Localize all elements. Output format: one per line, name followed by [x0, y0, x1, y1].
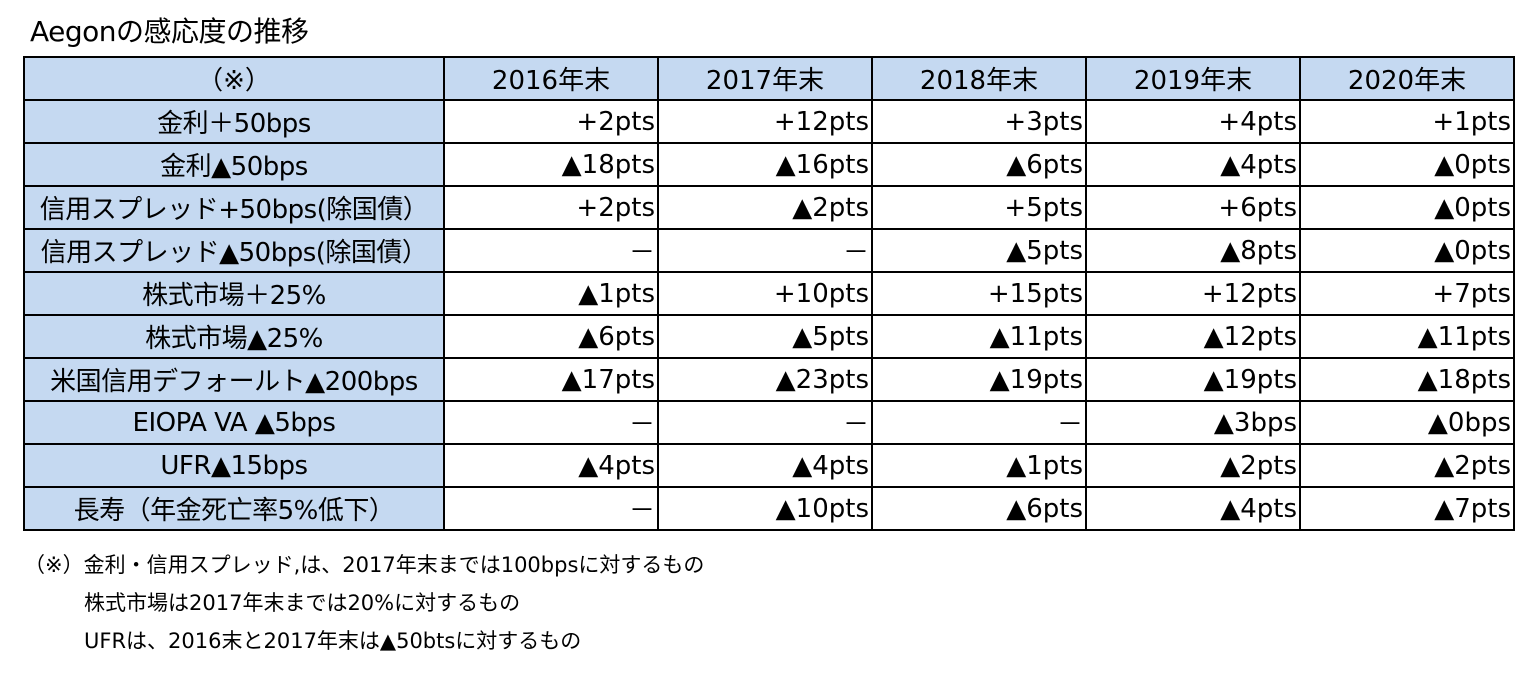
- table-cell: ▲17pts: [443, 357, 659, 402]
- column-header-2016: 2016年末: [443, 56, 659, 101]
- table-cell: +2pts: [443, 185, 659, 230]
- table-row: 信用スプレッド▲50bps(除国債） － － ▲5pts ▲8pts ▲0pts: [23, 228, 1515, 273]
- table-row: 米国信用デフォールト▲200bps ▲17pts ▲23pts ▲19pts ▲…: [23, 357, 1515, 402]
- table-cell: －: [657, 228, 873, 273]
- table-cell: ▲6pts: [871, 486, 1087, 531]
- corner-header: （※）: [23, 56, 445, 101]
- table-cell: +2pts: [443, 99, 659, 144]
- table-row: 金利▲50bps ▲18pts ▲16pts ▲6pts ▲4pts ▲0pts: [23, 142, 1515, 187]
- table-cell: ▲2pts: [1299, 443, 1515, 488]
- row-label: 金利＋50bps: [23, 99, 445, 144]
- table-cell: ▲4pts: [1085, 142, 1301, 187]
- table-row: 株式市場▲25% ▲6pts ▲5pts ▲11pts ▲12pts ▲11pt…: [23, 314, 1515, 359]
- table-cell: +7pts: [1299, 271, 1515, 316]
- sensitivity-table: （※） 2016年末 2017年末 2018年末 2019年末 2020年末 金…: [23, 56, 1515, 531]
- header-row: （※） 2016年末 2017年末 2018年末 2019年末 2020年末: [23, 56, 1515, 101]
- table-cell: +6pts: [1085, 185, 1301, 230]
- table-cell: ▲1pts: [871, 443, 1087, 488]
- table-cell: ▲2pts: [657, 185, 873, 230]
- table-cell: +5pts: [871, 185, 1087, 230]
- footnote-line: （※）金利・信用スプレッド,は、2017年末までは100bpsに対するもの: [24, 553, 705, 577]
- footnote-line: UFRは、2016末と2017年末は▲50btsに対するもの: [84, 629, 582, 653]
- footnotes: （※）金利・信用スプレッド,は、2017年末までは100bpsに対するもの 株式…: [24, 546, 704, 660]
- table-cell: ▲0pts: [1299, 185, 1515, 230]
- row-label: 長寿（年金死亡率5%低下）: [23, 486, 445, 531]
- table-cell: ▲18pts: [443, 142, 659, 187]
- table-cell: ▲5pts: [657, 314, 873, 359]
- row-label: UFR▲15bps: [23, 443, 445, 488]
- column-header-2017: 2017年末: [657, 56, 873, 101]
- table-cell: +10pts: [657, 271, 873, 316]
- table-cell: +15pts: [871, 271, 1087, 316]
- table-cell: ▲1pts: [443, 271, 659, 316]
- table-cell: ▲23pts: [657, 357, 873, 402]
- table-cell: －: [443, 228, 659, 273]
- table-cell: +1pts: [1299, 99, 1515, 144]
- row-label: 米国信用デフォールト▲200bps: [23, 357, 445, 402]
- table-cell: －: [657, 400, 873, 445]
- table-row: EIOPA VA ▲5bps － － － ▲3bps ▲0bps: [23, 400, 1515, 445]
- table-cell: +3pts: [871, 99, 1087, 144]
- table-cell: ▲18pts: [1299, 357, 1515, 402]
- table-cell: ▲5pts: [871, 228, 1087, 273]
- table-row: 長寿（年金死亡率5%低下） － ▲10pts ▲6pts ▲4pts ▲7pts: [23, 486, 1515, 531]
- row-label: 金利▲50bps: [23, 142, 445, 187]
- table-row: UFR▲15bps ▲4pts ▲4pts ▲1pts ▲2pts ▲2pts: [23, 443, 1515, 488]
- table-cell: ▲2pts: [1085, 443, 1301, 488]
- table-cell: +12pts: [657, 99, 873, 144]
- table-cell: －: [871, 400, 1087, 445]
- table-cell: ▲3bps: [1085, 400, 1301, 445]
- table-row: 信用スプレッド+50bps(除国債） +2pts ▲2pts +5pts +6p…: [23, 185, 1515, 230]
- table-cell: －: [443, 400, 659, 445]
- row-label: EIOPA VA ▲5bps: [23, 400, 445, 445]
- table-cell: ▲11pts: [871, 314, 1087, 359]
- row-label: 信用スプレッド+50bps(除国債）: [23, 185, 445, 230]
- table-cell: ▲7pts: [1299, 486, 1515, 531]
- table-cell: ▲6pts: [871, 142, 1087, 187]
- chart-title: Aegonの感応度の推移: [30, 15, 309, 48]
- table-cell: ▲4pts: [443, 443, 659, 488]
- table-cell: －: [443, 486, 659, 531]
- table-cell: ▲4pts: [657, 443, 873, 488]
- column-header-2019: 2019年末: [1085, 56, 1301, 101]
- table-cell: ▲0bps: [1299, 400, 1515, 445]
- table-cell: ▲12pts: [1085, 314, 1301, 359]
- table-cell: ▲4pts: [1085, 486, 1301, 531]
- table-row: 金利＋50bps +2pts +12pts +3pts +4pts +1pts: [23, 99, 1515, 144]
- table-cell: ▲8pts: [1085, 228, 1301, 273]
- row-label: 信用スプレッド▲50bps(除国債）: [23, 228, 445, 273]
- table-cell: ▲6pts: [443, 314, 659, 359]
- footnote-line: 株式市場は2017年末までは20%に対するもの: [84, 591, 521, 615]
- table-cell: ▲19pts: [871, 357, 1087, 402]
- table-cell: ▲11pts: [1299, 314, 1515, 359]
- row-label: 株式市場＋25%: [23, 271, 445, 316]
- table-cell: ▲10pts: [657, 486, 873, 531]
- column-header-2020: 2020年末: [1299, 56, 1515, 101]
- table-row: 株式市場＋25% ▲1pts +10pts +15pts +12pts +7pt…: [23, 271, 1515, 316]
- table-cell: +4pts: [1085, 99, 1301, 144]
- table-cell: ▲16pts: [657, 142, 873, 187]
- row-label: 株式市場▲25%: [23, 314, 445, 359]
- table-cell: ▲0pts: [1299, 142, 1515, 187]
- table-cell: ▲19pts: [1085, 357, 1301, 402]
- table-cell: ▲0pts: [1299, 228, 1515, 273]
- column-header-2018: 2018年末: [871, 56, 1087, 101]
- table-cell: +12pts: [1085, 271, 1301, 316]
